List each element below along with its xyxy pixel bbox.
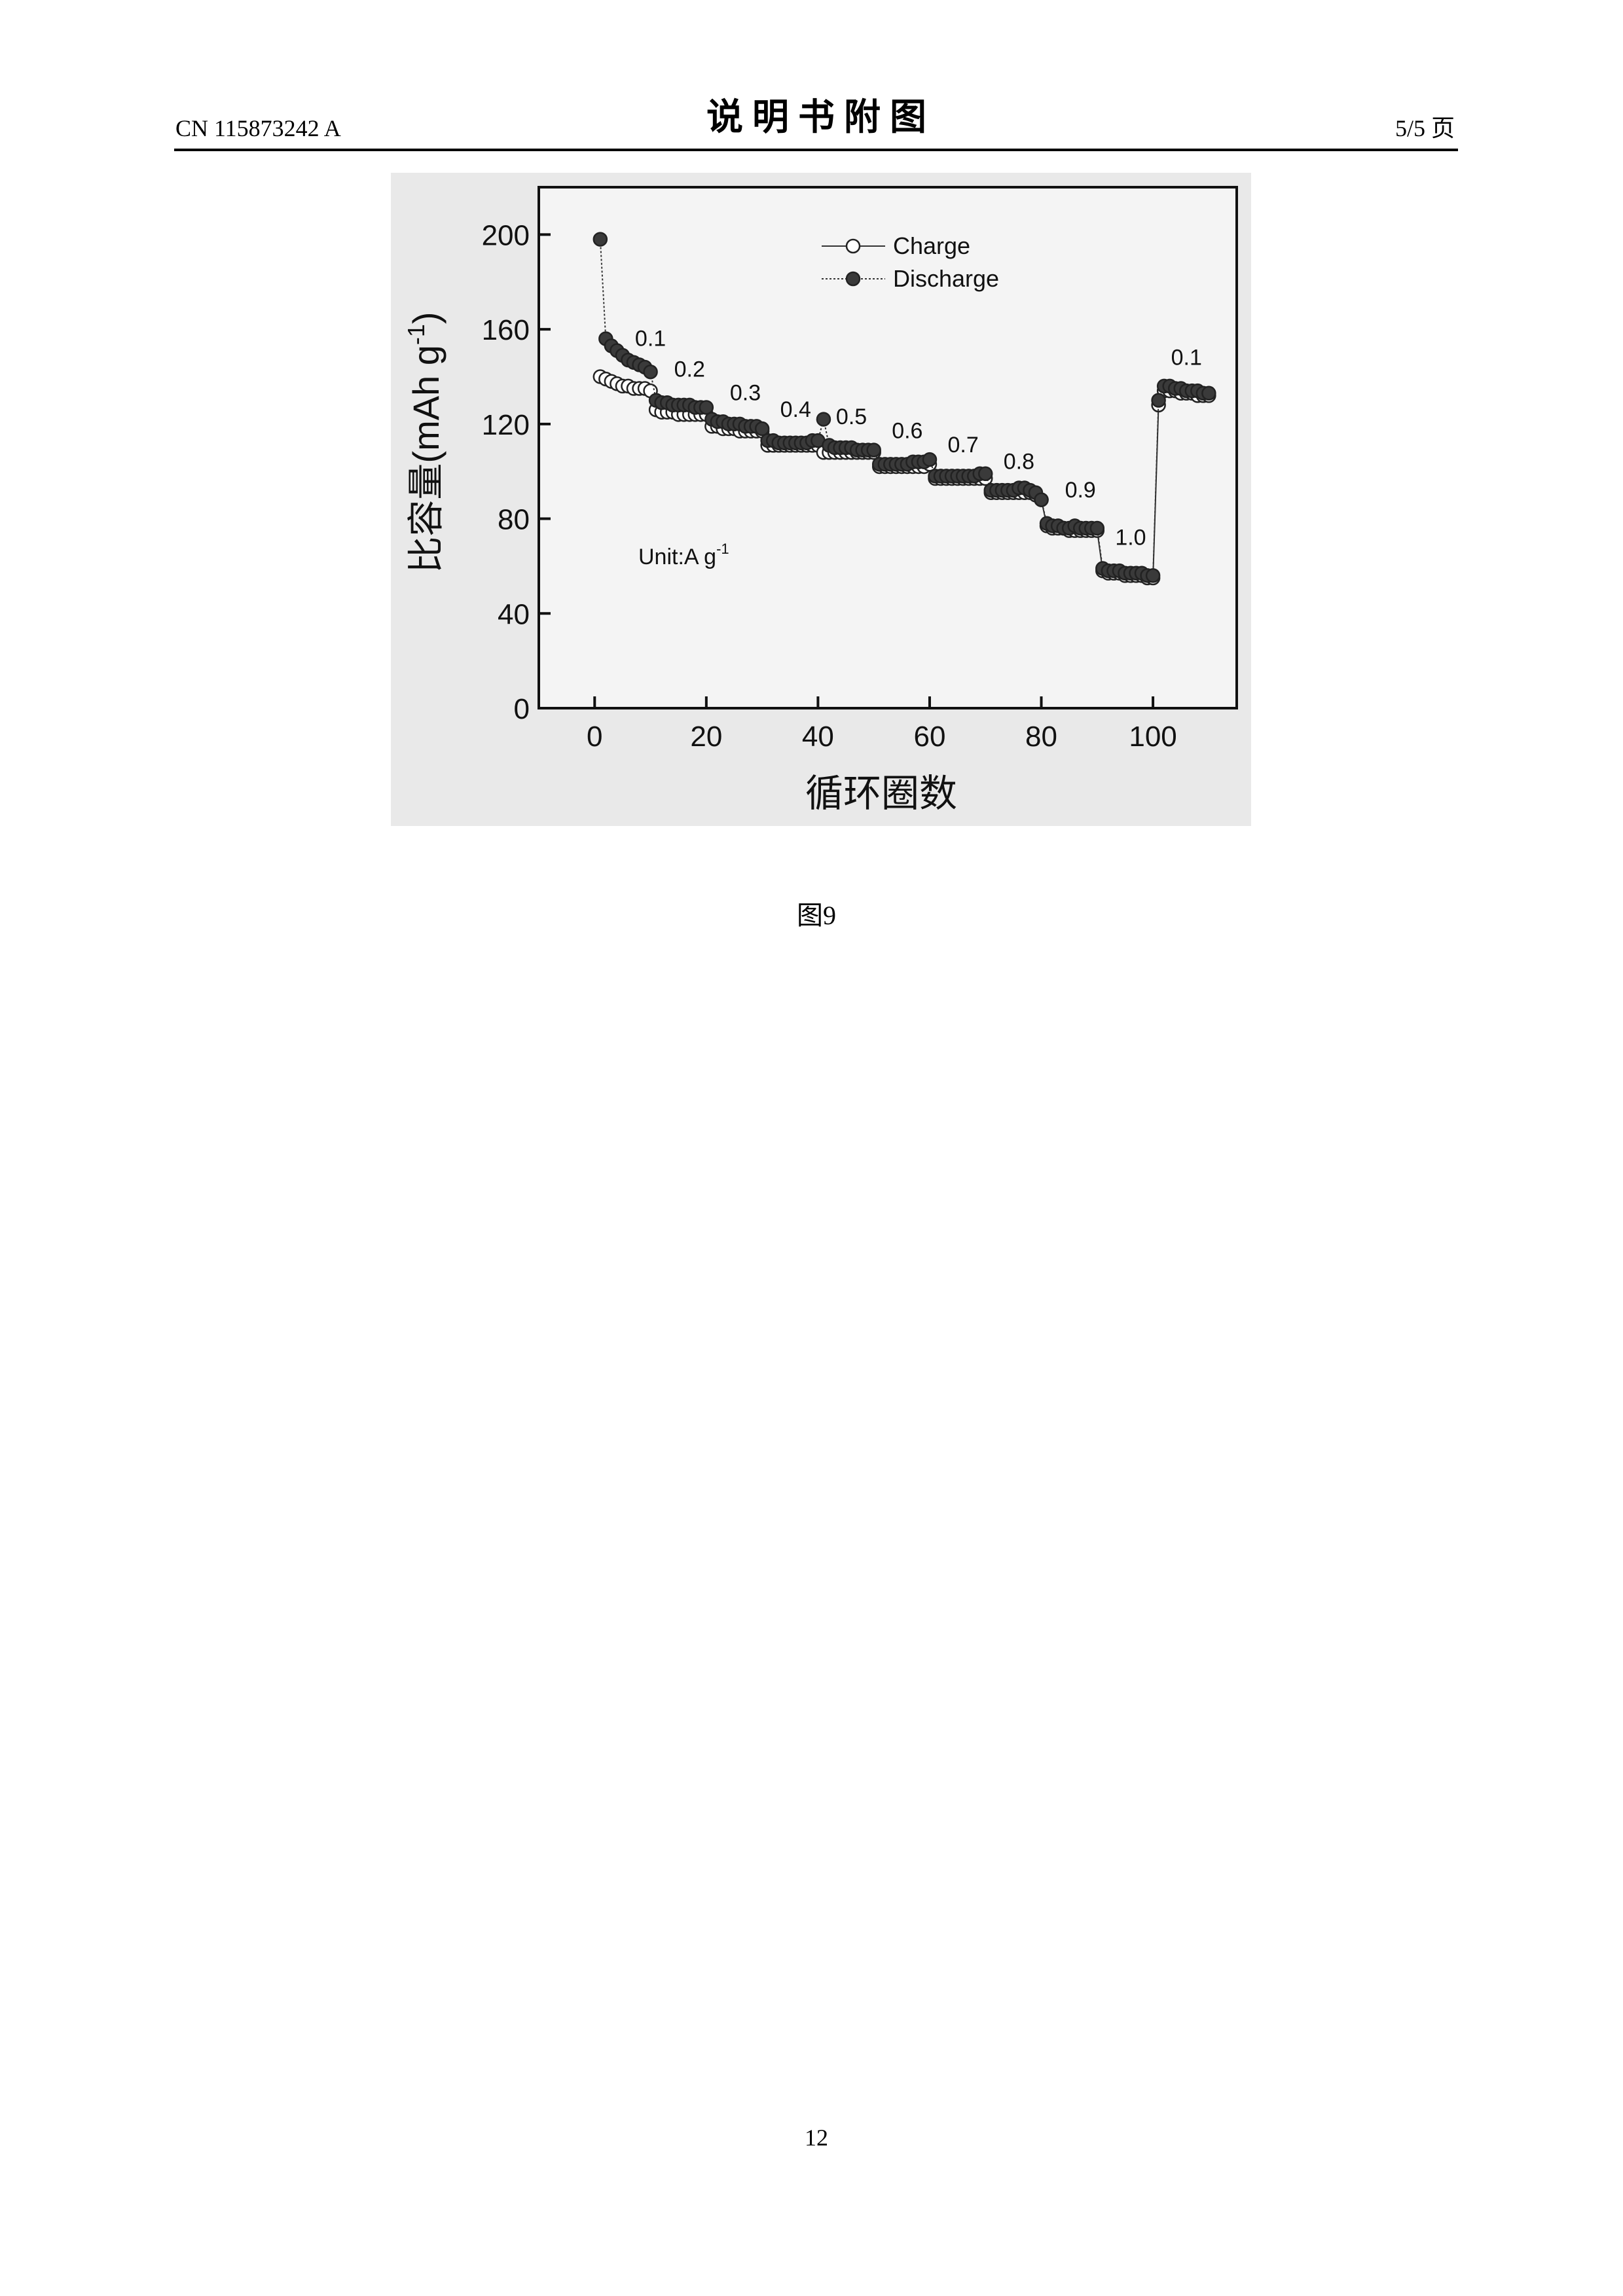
y-tick-label: 120	[482, 409, 530, 441]
x-tick-label: 60	[913, 721, 945, 753]
rate-annotation: 0.7	[947, 433, 978, 457]
y-tick-label: 80	[498, 504, 530, 536]
x-tick-label: 20	[690, 721, 722, 753]
data-point	[816, 412, 831, 427]
rate-annotation: 0.1	[1171, 345, 1202, 370]
y-label-text: 比容量(mAh g	[405, 345, 447, 573]
patent-number: CN 115873242 A	[175, 115, 341, 141]
rate-annotation: 0.8	[1004, 450, 1034, 475]
y-label-sup: -1	[403, 324, 429, 345]
unit-label: Unit:A g-1	[638, 541, 729, 569]
data-point	[699, 400, 714, 415]
unit-sup: -1	[716, 541, 729, 557]
legend-marker	[845, 238, 861, 254]
x-axis-label: 循环圈数	[805, 772, 957, 815]
data-point	[977, 466, 993, 482]
rate-annotation: 0.6	[892, 419, 922, 444]
rate-annotation: 0.4	[780, 397, 811, 422]
x-tick-label: 40	[802, 721, 834, 753]
y-tick-label: 0	[514, 693, 530, 725]
page-count: 5/5 页	[1395, 115, 1455, 141]
y-tick-label: 40	[498, 598, 530, 630]
unit-text: Unit:A g	[638, 545, 716, 569]
figure-caption: 图9	[797, 901, 836, 930]
rate-annotation: 0.2	[674, 357, 705, 382]
rate-annotation: 0.1	[635, 326, 666, 351]
rate-annotation: 1.0	[1115, 525, 1146, 550]
data-point	[643, 364, 658, 380]
legend-label: Charge	[893, 232, 970, 259]
header-title: 说 明 书 附 图	[706, 98, 926, 138]
data-point	[1151, 393, 1166, 408]
data-point	[922, 452, 938, 467]
data-point	[1089, 520, 1105, 536]
y-axis-label: 比容量(mAh g-1)	[403, 312, 447, 573]
data-point	[1145, 568, 1161, 583]
x-tick-label: 100	[1129, 721, 1176, 753]
y-label-end: )	[405, 312, 447, 324]
x-tick-label: 0	[587, 721, 602, 753]
data-point	[1201, 386, 1216, 401]
data-point	[593, 232, 608, 247]
y-tick-label: 160	[482, 314, 530, 346]
x-tick-label: 80	[1025, 721, 1057, 753]
legend-marker	[845, 271, 861, 287]
y-tick-label: 200	[482, 219, 530, 251]
page-number: 12	[805, 2125, 828, 2151]
rate-annotation: 0.3	[730, 381, 761, 406]
plot-frame	[538, 186, 1238, 709]
data-point	[1034, 492, 1049, 507]
rate-annotation: 0.9	[1065, 478, 1096, 503]
data-point	[754, 421, 770, 437]
rate-annotation: 0.5	[836, 404, 867, 429]
legend-label: Discharge	[893, 265, 999, 292]
data-point	[866, 442, 881, 457]
